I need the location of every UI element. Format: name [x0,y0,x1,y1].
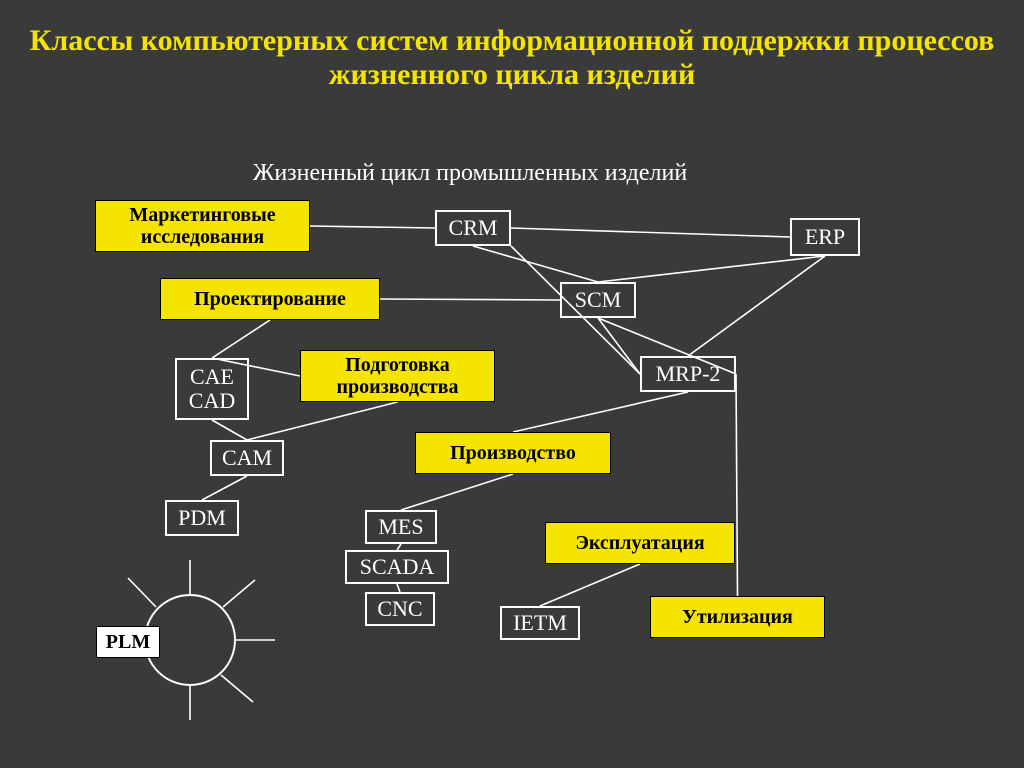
node-disposal: Утилизация [650,596,825,638]
node-erp: ERP [790,218,860,256]
node-design: Проектирование [160,278,380,320]
node-preprod: Подготовка производства [300,350,495,402]
node-production: Производство [415,432,611,474]
node-cam: CAM [210,440,284,476]
node-pdm: PDM [165,500,239,536]
diagram-stage: Классы компьютерных систем информационно… [0,0,1024,768]
page-title: Классы компьютерных систем информационно… [0,24,1024,92]
node-crm: CRM [435,210,511,246]
diagram-subtitle: Жизненный цикл промышленных изделий [170,160,770,187]
node-mrp2: MRP-2 [640,356,736,392]
node-mes: MES [365,510,437,544]
node-operation: Эксплуатация [545,522,735,564]
node-cnc: CNC [365,592,435,626]
node-caecad: CAE CAD [175,358,249,420]
node-marketing: Маркетинговые исследования [95,200,310,252]
node-scada: SCADA [345,550,449,584]
node-scm: SCM [560,282,636,318]
node-ietm: IETM [500,606,580,640]
node-plm: PLM [96,626,160,658]
